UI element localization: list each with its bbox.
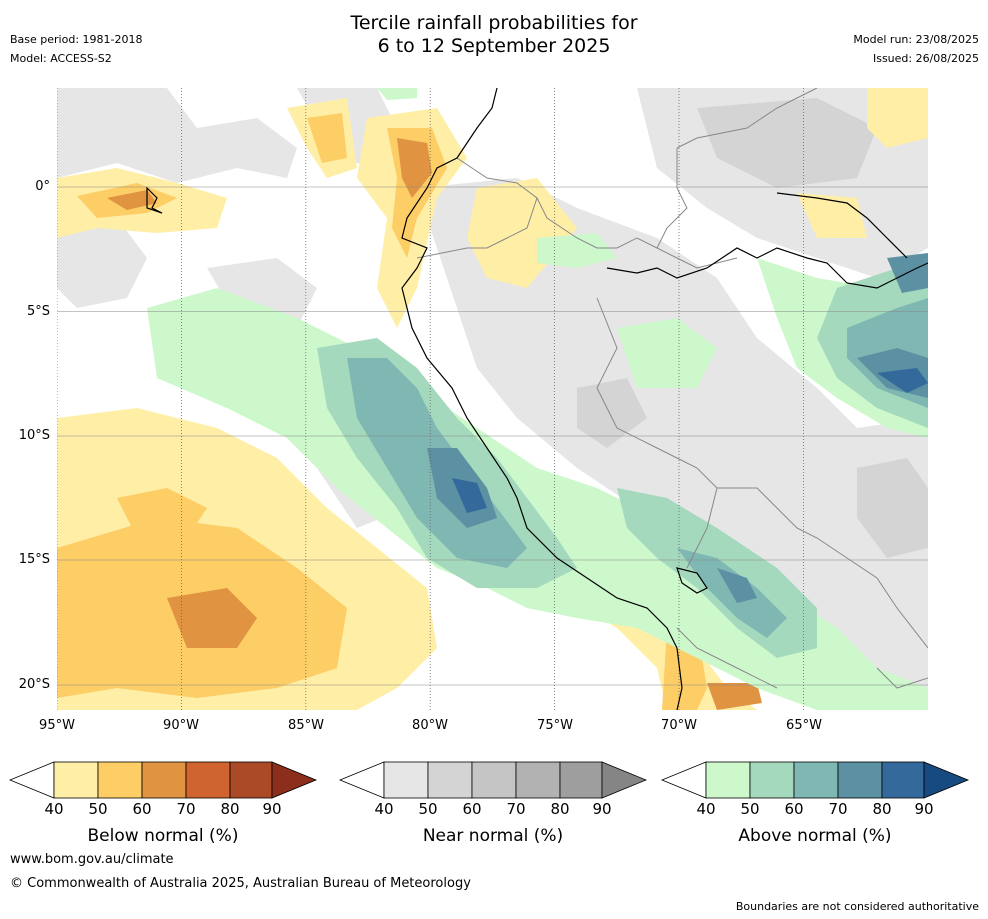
disclaimer-text: Boundaries are not considered authoritat… [735, 900, 979, 913]
colorbar-tick: 90 [592, 800, 612, 818]
colorbar-tick: 70 [506, 800, 526, 818]
lat-label: 20°S [18, 677, 50, 692]
lon-label: 75°W [537, 718, 573, 733]
copyright-text: © Commonwealth of Australia 2025, Austra… [10, 876, 471, 891]
colorbar-tick: 60 [784, 800, 804, 818]
title-line-1: Tercile rainfall probabilities for [350, 12, 638, 34]
lat-label: 10°S [18, 428, 50, 443]
base-period-text: Base period: 1981-2018 [10, 33, 143, 46]
map-title: Tercile rainfall probabilities for 6 to … [0, 12, 988, 58]
colorbar-tick: 40 [374, 800, 394, 818]
lon-label: 85°W [288, 718, 324, 733]
colorbar-tick: 70 [176, 800, 196, 818]
colorbar-tick: 50 [88, 800, 108, 818]
colorbar-tick: 90 [914, 800, 934, 818]
coastline [146, 88, 928, 710]
lon-label: 90°W [163, 718, 199, 733]
colorbar-tick: 80 [550, 800, 570, 818]
source-link[interactable]: www.bom.gov.au/climate [10, 852, 174, 867]
above-normal-regions [147, 88, 928, 710]
near-normal-darker [577, 98, 928, 558]
colorbar-tick: 90 [262, 800, 282, 818]
latitude-lines [57, 186, 928, 686]
colorbar-tick: 40 [696, 800, 716, 818]
colorbar-tick: 40 [44, 800, 64, 818]
colorbar-above [660, 761, 970, 799]
lon-label: 80°W [412, 718, 448, 733]
model-text: Model: ACCESS-S2 [10, 52, 112, 65]
model-run-text: Model run: 23/08/2025 [853, 33, 979, 46]
colorbar-tick: 50 [418, 800, 438, 818]
issued-text: Issued: 26/08/2025 [872, 52, 979, 65]
colorbar-tick: 60 [132, 800, 152, 818]
colorbar-label-near: Near normal (%) [422, 826, 564, 846]
colorbars [8, 761, 970, 799]
map-canvas [57, 88, 928, 710]
colorbar-tick: 70 [828, 800, 848, 818]
colorbar-label-above: Above normal (%) [738, 826, 892, 846]
title-line-2: 6 to 12 September 2025 [377, 35, 611, 57]
lon-label: 65°W [786, 718, 822, 733]
colorbar-tick: 60 [462, 800, 482, 818]
colorbar-tick: 80 [872, 800, 892, 818]
colorbar-tick: 50 [740, 800, 760, 818]
colorbar-below [8, 761, 318, 799]
lat-label: 15°S [18, 552, 50, 567]
lon-label: 70°W [661, 718, 697, 733]
lon-label: 95°W [39, 718, 75, 733]
lat-label: 0° [35, 179, 50, 194]
rainfall-probability-map [57, 88, 928, 710]
colorbar-near [338, 761, 648, 799]
colorbar-label-below: Below normal (%) [87, 826, 239, 846]
lat-label: 5°S [26, 304, 50, 319]
country-boundaries [416, 88, 928, 689]
colorbar-tick: 80 [220, 800, 240, 818]
